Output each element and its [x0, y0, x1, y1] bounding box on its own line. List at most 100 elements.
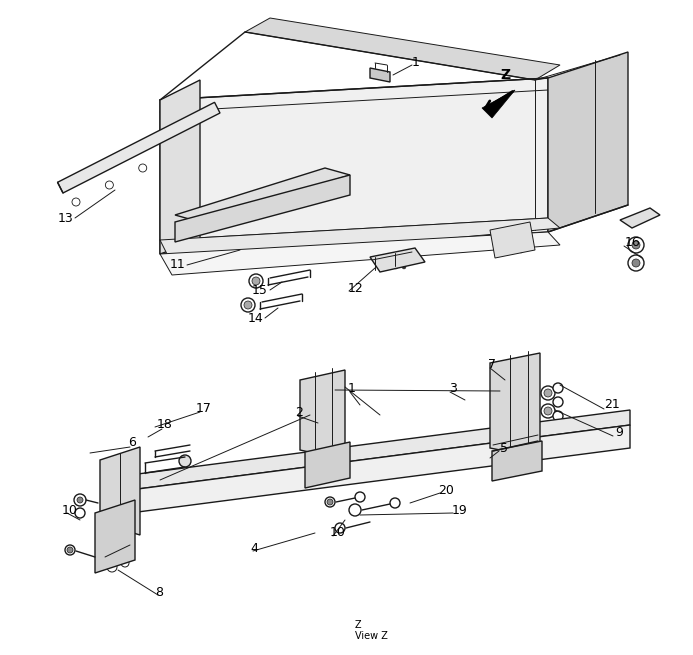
Circle shape	[314, 462, 326, 474]
Circle shape	[544, 407, 552, 415]
Text: Z: Z	[500, 68, 510, 82]
Polygon shape	[175, 175, 350, 242]
Polygon shape	[490, 222, 535, 258]
Circle shape	[252, 277, 260, 285]
Circle shape	[222, 174, 229, 181]
Polygon shape	[160, 232, 560, 275]
Circle shape	[553, 383, 563, 393]
Circle shape	[177, 159, 184, 166]
Circle shape	[495, 249, 499, 253]
Circle shape	[272, 217, 279, 225]
Circle shape	[553, 397, 563, 407]
Text: 16: 16	[625, 236, 641, 250]
Circle shape	[356, 135, 363, 142]
Text: 1: 1	[412, 56, 420, 69]
Circle shape	[330, 460, 340, 470]
Text: 6: 6	[128, 436, 136, 449]
Text: 4: 4	[250, 542, 258, 555]
Circle shape	[473, 227, 479, 233]
Circle shape	[632, 259, 640, 267]
Circle shape	[446, 132, 453, 138]
Circle shape	[509, 225, 515, 231]
Text: 18: 18	[157, 419, 173, 432]
Text: 17: 17	[196, 402, 212, 415]
Circle shape	[343, 214, 350, 221]
Circle shape	[347, 233, 353, 240]
Circle shape	[541, 404, 555, 418]
Circle shape	[497, 410, 513, 426]
Circle shape	[175, 141, 182, 149]
Polygon shape	[548, 52, 628, 232]
Circle shape	[553, 411, 563, 421]
Circle shape	[394, 256, 398, 260]
Circle shape	[466, 208, 473, 215]
Circle shape	[121, 559, 129, 567]
Circle shape	[265, 123, 272, 130]
Circle shape	[166, 223, 173, 229]
Circle shape	[75, 508, 85, 518]
Circle shape	[107, 562, 117, 572]
Circle shape	[244, 301, 252, 309]
Circle shape	[179, 455, 191, 467]
Circle shape	[545, 223, 551, 229]
Circle shape	[628, 237, 644, 253]
Circle shape	[541, 386, 555, 400]
Circle shape	[319, 432, 325, 438]
Circle shape	[235, 140, 242, 146]
Circle shape	[297, 153, 304, 160]
Circle shape	[541, 422, 555, 436]
Text: 2: 2	[295, 405, 303, 419]
Circle shape	[67, 547, 73, 553]
Circle shape	[167, 243, 173, 249]
Polygon shape	[490, 353, 540, 458]
Circle shape	[326, 152, 333, 159]
Circle shape	[519, 206, 526, 212]
Circle shape	[527, 224, 533, 230]
Circle shape	[360, 213, 367, 220]
Circle shape	[249, 274, 263, 288]
Circle shape	[501, 414, 509, 422]
Circle shape	[74, 494, 86, 506]
Text: 3: 3	[449, 381, 457, 394]
Circle shape	[221, 240, 227, 246]
Circle shape	[355, 492, 365, 502]
Circle shape	[349, 504, 361, 516]
Circle shape	[239, 239, 245, 245]
Circle shape	[387, 149, 394, 157]
Circle shape	[413, 210, 420, 217]
Circle shape	[386, 134, 393, 141]
Circle shape	[318, 416, 326, 424]
Text: 20: 20	[438, 483, 454, 496]
Polygon shape	[620, 208, 660, 228]
Text: 12: 12	[348, 282, 364, 295]
Text: View Z: View Z	[355, 631, 388, 641]
Circle shape	[394, 265, 398, 269]
Text: 19: 19	[452, 504, 468, 517]
Polygon shape	[300, 370, 345, 460]
Circle shape	[500, 393, 510, 403]
Text: 1: 1	[348, 381, 356, 394]
Circle shape	[507, 249, 511, 253]
Circle shape	[326, 136, 333, 143]
Circle shape	[495, 235, 499, 239]
Circle shape	[77, 497, 83, 503]
Circle shape	[491, 226, 497, 232]
Circle shape	[416, 148, 423, 155]
Circle shape	[496, 389, 514, 407]
Circle shape	[401, 231, 407, 236]
Text: 15: 15	[252, 284, 268, 297]
Circle shape	[378, 212, 385, 219]
Circle shape	[329, 234, 335, 240]
Circle shape	[235, 124, 242, 131]
Circle shape	[536, 204, 543, 212]
Text: 14: 14	[247, 312, 263, 324]
Polygon shape	[100, 447, 140, 535]
Circle shape	[455, 228, 461, 234]
Circle shape	[290, 217, 297, 223]
Circle shape	[207, 157, 213, 164]
Text: 10: 10	[330, 527, 346, 540]
Circle shape	[501, 206, 508, 214]
Circle shape	[392, 164, 398, 170]
Circle shape	[437, 229, 443, 234]
Circle shape	[314, 412, 330, 428]
